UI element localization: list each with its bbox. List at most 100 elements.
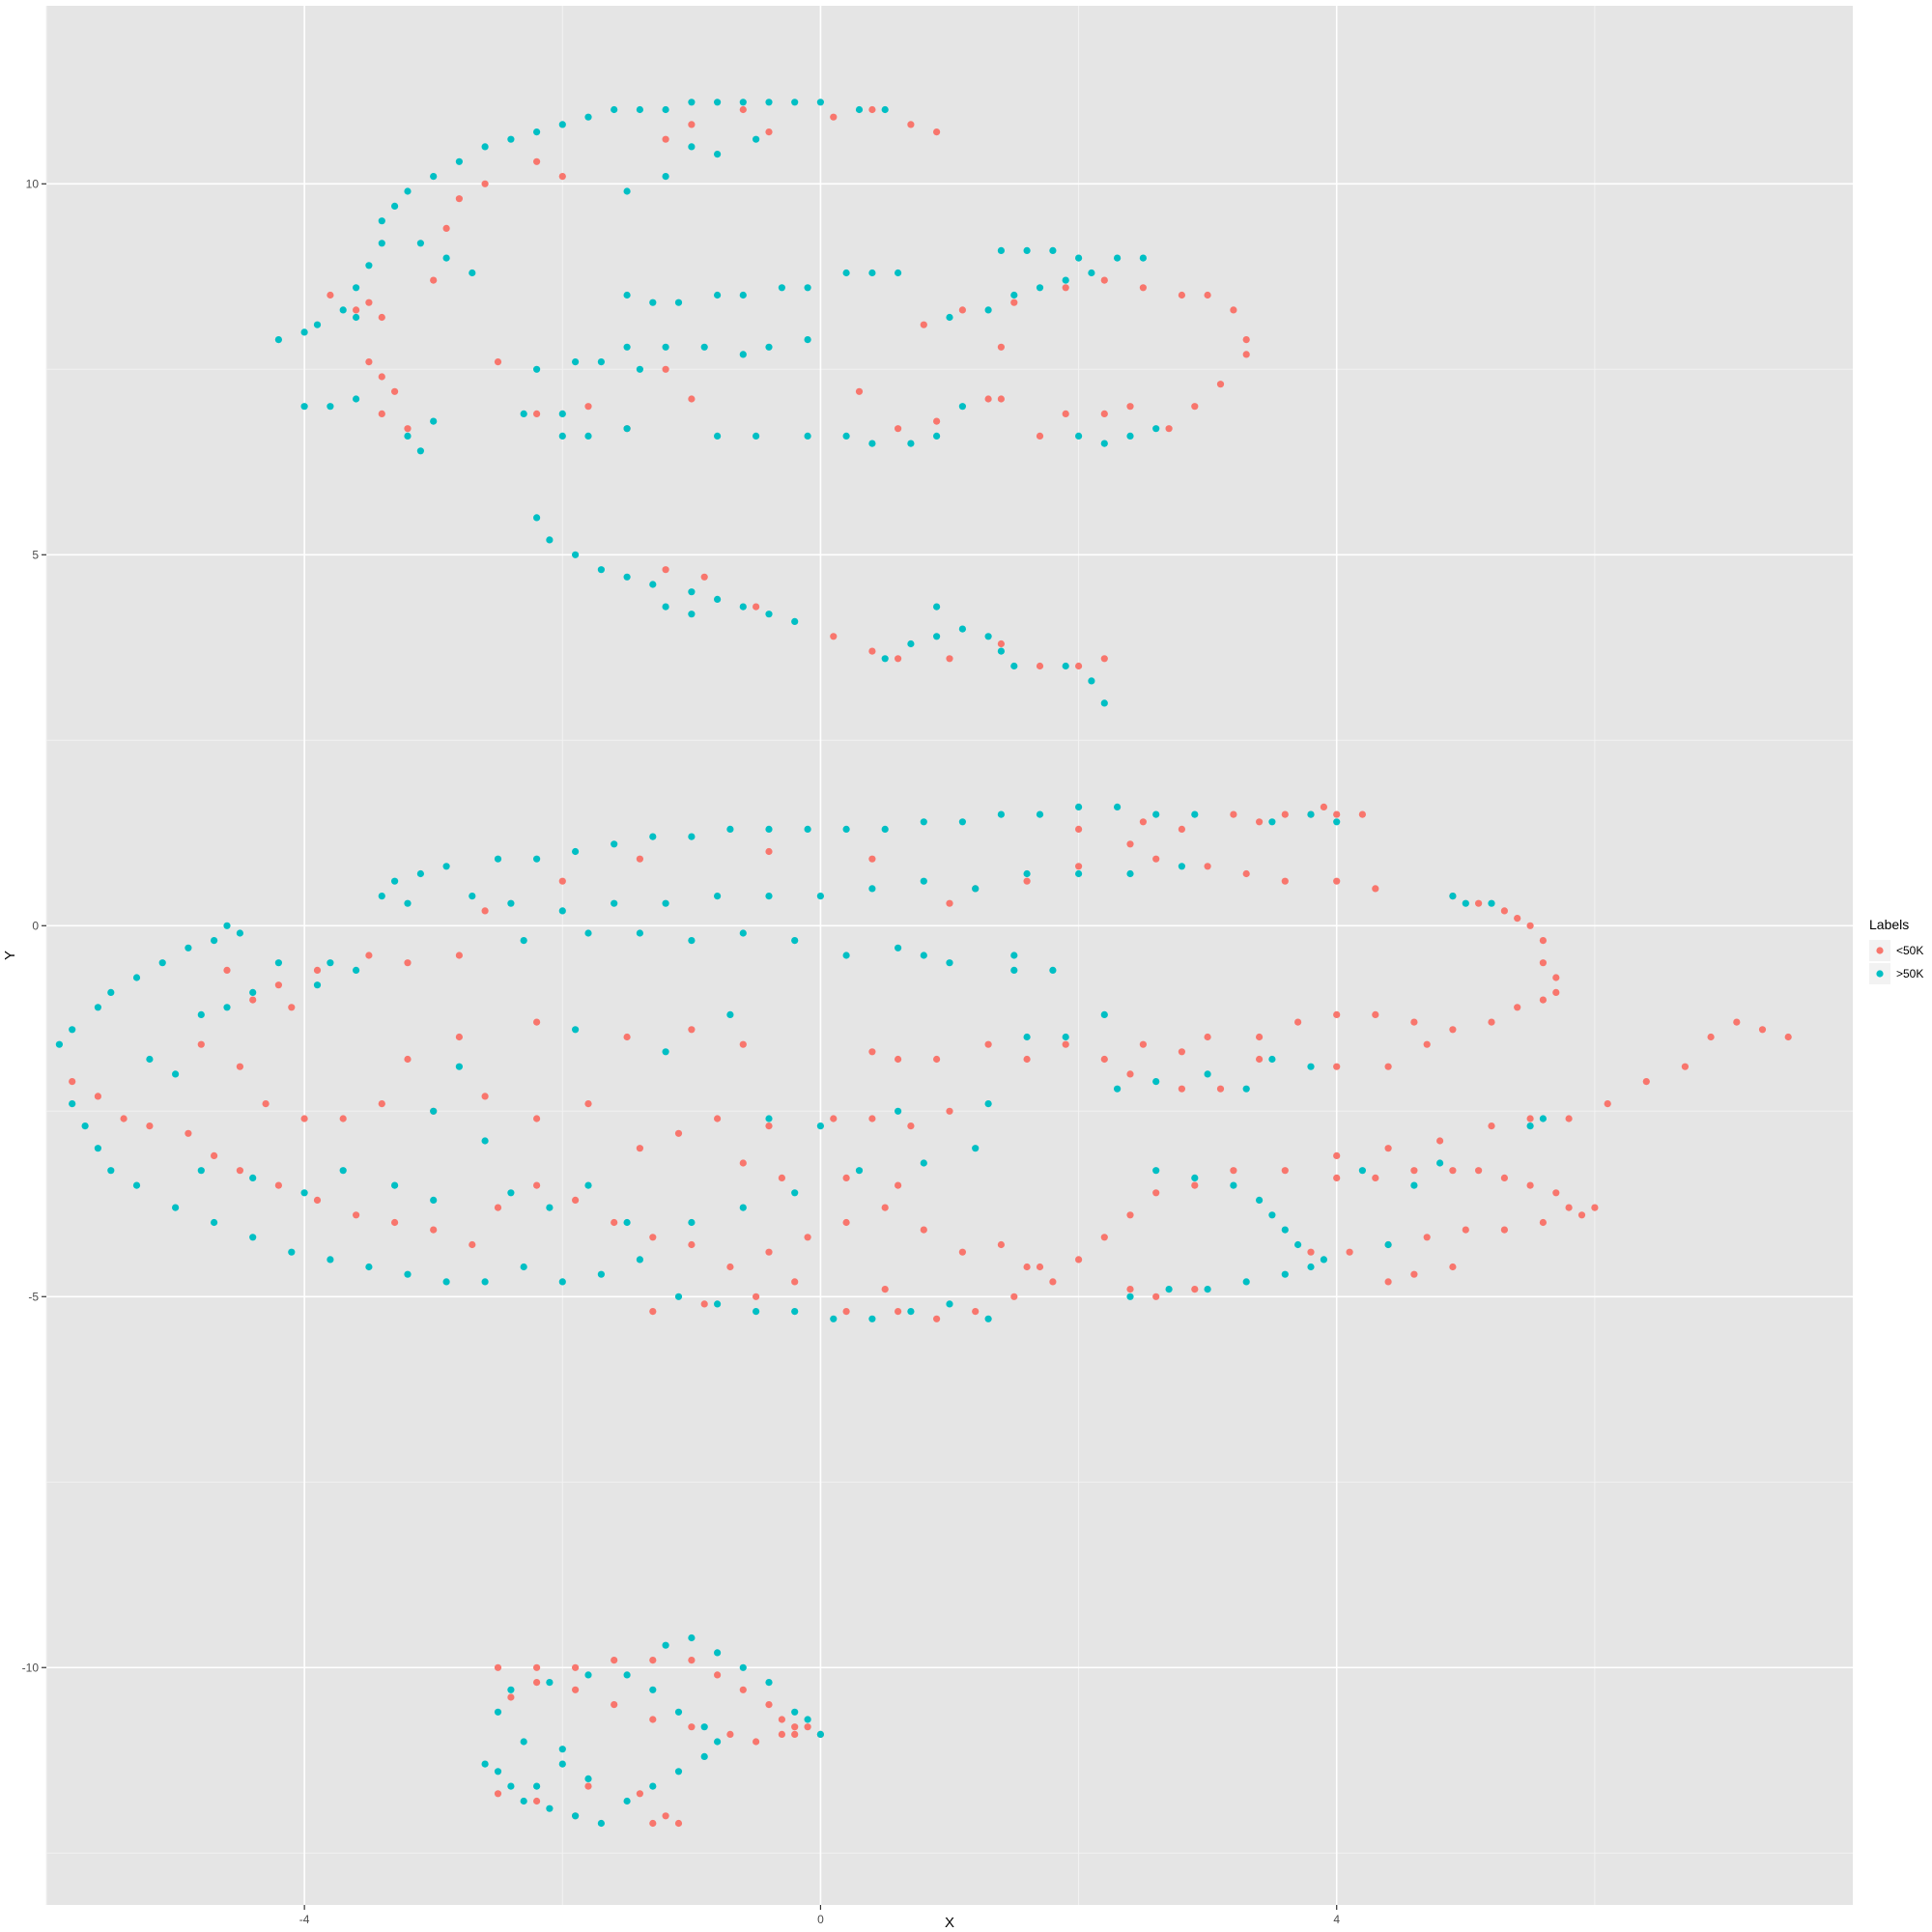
data-point [507, 1782, 515, 1790]
data-point [494, 1708, 502, 1716]
data-point [1075, 662, 1083, 670]
data-point [327, 291, 334, 299]
data-point [984, 395, 992, 403]
data-point [714, 595, 722, 604]
data-point [197, 1040, 205, 1048]
data-point [700, 1723, 708, 1731]
data-point [1256, 1033, 1264, 1041]
data-point [920, 1159, 927, 1167]
data-point [1100, 699, 1108, 707]
data-point [1216, 381, 1225, 388]
data-point [327, 403, 334, 411]
data-point [353, 966, 360, 975]
data-point [895, 944, 902, 952]
points-layer [55, 99, 1792, 1828]
legend: Labels <50K >50K [1869, 917, 1923, 984]
data-point [455, 1063, 463, 1070]
data-point [881, 1286, 889, 1293]
data-point [416, 869, 424, 878]
data-point [533, 128, 541, 136]
data-point [1307, 1263, 1315, 1271]
data-point [1358, 810, 1366, 818]
data-point [765, 1122, 773, 1130]
data-point [674, 1819, 683, 1828]
data-point [674, 1708, 683, 1716]
data-point [688, 588, 696, 596]
data-point [469, 1240, 476, 1249]
data-point [1100, 655, 1108, 663]
data-point [623, 343, 631, 351]
data-point [533, 157, 541, 165]
data-point [1307, 810, 1315, 818]
data-point [365, 1263, 373, 1271]
data-point [1372, 885, 1379, 893]
data-point [726, 1730, 734, 1738]
data-point [1372, 1010, 1379, 1018]
data-point [1449, 1167, 1457, 1175]
data-point [507, 1686, 515, 1693]
data-point [700, 343, 708, 351]
data-point [1333, 1010, 1341, 1018]
data-point [1294, 1018, 1302, 1026]
data-point [700, 1300, 708, 1308]
series-points [55, 99, 1547, 1828]
data-point [920, 1226, 927, 1234]
data-point [365, 358, 373, 366]
data-point [674, 1293, 683, 1300]
data-point [597, 1270, 606, 1278]
data-point [1514, 1004, 1521, 1011]
grid-minor [45, 6, 1853, 1905]
data-point [1268, 818, 1276, 826]
data-point [972, 1308, 980, 1316]
data-point [1216, 1085, 1225, 1093]
data-point [262, 1100, 270, 1108]
data-point [442, 1278, 450, 1286]
data-point [997, 343, 1005, 351]
data-point [688, 611, 696, 618]
data-point [739, 1686, 747, 1693]
data-point [1075, 254, 1083, 262]
data-point [584, 403, 592, 411]
data-point [442, 254, 450, 262]
data-point [404, 899, 412, 907]
data-point [753, 135, 760, 143]
data-point [1346, 1248, 1353, 1256]
data-point [1204, 1033, 1211, 1041]
data-point [1449, 1026, 1457, 1034]
data-point [1062, 284, 1069, 292]
data-point [997, 246, 1005, 254]
data-point [714, 1671, 722, 1679]
data-point [1230, 306, 1237, 314]
data-point [481, 1760, 489, 1768]
data-point [378, 1100, 385, 1108]
data-point [481, 143, 489, 151]
data-point [546, 1204, 554, 1211]
data-point [688, 1634, 696, 1642]
data-point [1036, 810, 1044, 818]
data-point [1023, 1033, 1031, 1041]
data-point [1539, 1218, 1547, 1227]
data-point [726, 825, 734, 834]
data-point [1126, 869, 1134, 878]
data-point [236, 929, 243, 937]
data-point [1449, 893, 1457, 900]
data-point [868, 269, 876, 277]
data-point [1539, 937, 1547, 945]
data-point [1049, 1278, 1057, 1286]
data-point [520, 937, 527, 945]
plot-panel [46, 6, 1853, 1905]
data-point [300, 328, 308, 336]
data-point [855, 1167, 864, 1175]
data-point [597, 358, 606, 366]
data-point [674, 1129, 683, 1137]
data-point [584, 432, 592, 440]
data-point [1591, 1204, 1599, 1211]
data-point [365, 298, 373, 306]
data-point [1333, 877, 1341, 885]
data-point [1049, 246, 1057, 254]
data-point [1526, 922, 1534, 929]
data-point [1126, 1286, 1134, 1293]
data-point [558, 1746, 566, 1753]
data-point [649, 1819, 657, 1828]
